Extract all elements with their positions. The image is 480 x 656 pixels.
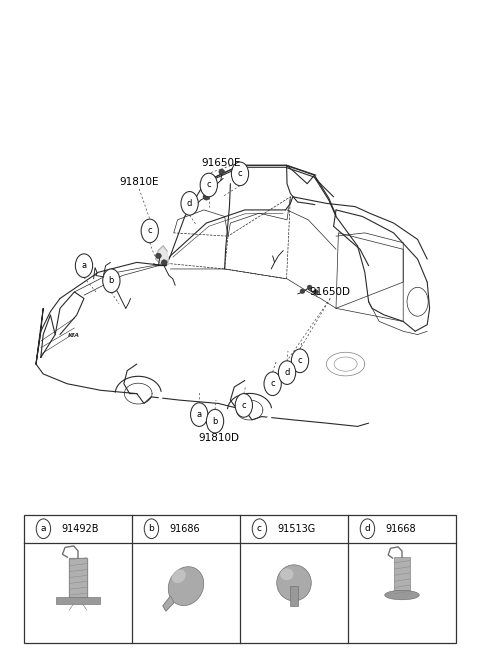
Circle shape — [191, 403, 208, 426]
Text: 91668: 91668 — [386, 523, 416, 534]
Text: 91650D: 91650D — [310, 287, 351, 297]
Ellipse shape — [280, 568, 294, 580]
Text: b: b — [108, 276, 114, 285]
Bar — [24, 515, 456, 643]
Text: b: b — [212, 417, 218, 426]
Circle shape — [278, 361, 296, 384]
Bar — [70, 558, 87, 598]
Circle shape — [291, 349, 309, 373]
Text: a: a — [197, 410, 202, 419]
Ellipse shape — [385, 590, 420, 600]
Ellipse shape — [219, 169, 225, 174]
Circle shape — [235, 394, 252, 417]
Text: c: c — [241, 401, 246, 410]
Text: d: d — [365, 524, 370, 533]
Circle shape — [264, 372, 281, 396]
Bar — [290, 586, 298, 606]
Text: c: c — [270, 379, 275, 388]
Circle shape — [103, 269, 120, 293]
Text: 91492B: 91492B — [61, 523, 99, 534]
Ellipse shape — [168, 567, 204, 605]
Circle shape — [75, 254, 93, 277]
Ellipse shape — [276, 565, 311, 601]
Text: 91686: 91686 — [169, 523, 200, 534]
Text: 91513G: 91513G — [277, 523, 316, 534]
Bar — [395, 557, 410, 595]
Circle shape — [181, 192, 198, 215]
Bar — [57, 597, 100, 604]
Ellipse shape — [307, 285, 312, 290]
Ellipse shape — [161, 260, 167, 265]
Text: b: b — [149, 524, 154, 533]
Ellipse shape — [156, 253, 161, 258]
Text: 91810D: 91810D — [198, 433, 239, 443]
Circle shape — [360, 519, 375, 539]
Ellipse shape — [300, 289, 305, 293]
Text: 91650E: 91650E — [201, 157, 240, 168]
Circle shape — [200, 173, 217, 197]
Polygon shape — [156, 246, 169, 264]
Ellipse shape — [313, 289, 318, 294]
Text: a: a — [82, 261, 86, 270]
Text: c: c — [147, 226, 152, 236]
Circle shape — [144, 519, 158, 539]
Ellipse shape — [172, 569, 186, 583]
Text: c: c — [238, 169, 242, 178]
Text: 91810E: 91810E — [120, 176, 159, 187]
Text: c: c — [298, 356, 302, 365]
Polygon shape — [163, 596, 174, 611]
Ellipse shape — [203, 194, 210, 200]
Circle shape — [141, 219, 158, 243]
Text: d: d — [284, 368, 290, 377]
Text: a: a — [41, 524, 46, 533]
Text: KIA: KIA — [68, 333, 81, 338]
Text: d: d — [187, 199, 192, 208]
Text: c: c — [206, 180, 211, 190]
Circle shape — [231, 162, 249, 186]
Circle shape — [252, 519, 267, 539]
Circle shape — [36, 519, 51, 539]
Circle shape — [206, 409, 224, 433]
Text: c: c — [257, 524, 262, 533]
Polygon shape — [70, 558, 86, 598]
